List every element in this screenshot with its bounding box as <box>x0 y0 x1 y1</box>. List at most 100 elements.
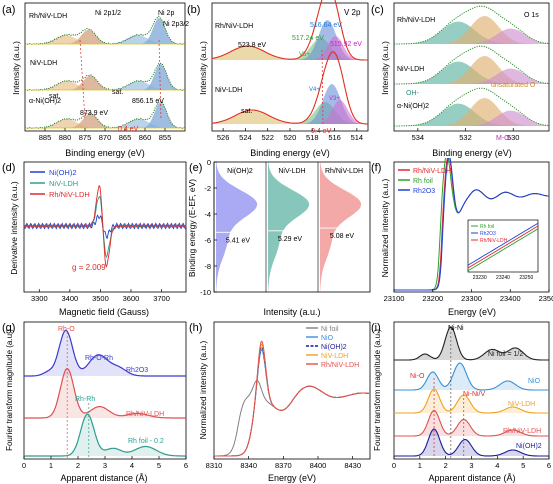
y-axis-label: Fourier transform magnitude (a.u.) <box>5 329 14 451</box>
fft-line <box>394 362 549 391</box>
x-tick-label: 1 <box>418 461 422 470</box>
series-label: Rh/NiV-LDH <box>215 23 253 30</box>
fit-peak <box>25 80 185 90</box>
fit-peak <box>25 64 185 90</box>
annotation-v4: V4+ <box>309 87 320 93</box>
fit-peak <box>212 46 368 60</box>
series-label: NiO <box>528 378 541 385</box>
x-axis-label: Apparent distance (Å) <box>60 473 147 483</box>
y-axis-label: Intensity (a.u.) <box>198 41 208 95</box>
x-axis-label: Energy (eV) <box>268 473 316 483</box>
x-tick-label: 3600 <box>123 294 140 303</box>
spectra-d <box>23 184 187 268</box>
inset-line <box>467 228 539 272</box>
spectra-g <box>24 329 186 458</box>
x-tick-label: 2 <box>76 461 80 470</box>
x-ticks-d: 3300 3400 3500 3600 3700 <box>31 289 170 303</box>
fit-peak <box>212 100 368 124</box>
series-label: NiV-LDH <box>397 66 424 73</box>
annotation-shift: 0.4 eV <box>311 128 332 135</box>
annotation-mo: M-O <box>496 135 510 142</box>
spectrum-line <box>24 62 186 91</box>
annotation-energy: 516.64 eV <box>310 22 342 29</box>
fit-peak <box>394 68 549 84</box>
series-label: NiV-LDH <box>508 401 535 408</box>
x-tick-label: 3400 <box>62 294 79 303</box>
annotation-sat: sat. <box>241 108 252 115</box>
dos-areas: Ni(OH)2 5.41 eV NiV-LDH 5.29 eV Rh/NiV-LDH 5.… <box>213 162 368 292</box>
fft-fill <box>24 368 186 418</box>
annotation-oh: OH- <box>406 90 420 97</box>
fit-peak <box>394 56 549 84</box>
fit-peak <box>25 118 185 128</box>
annotation-sat: sat. <box>112 89 123 96</box>
fft-line <box>24 413 186 457</box>
dos-area <box>268 162 310 292</box>
annotation-shift: 0.4 eV <box>118 126 139 133</box>
legend-label: Rh/NiV-LDH <box>413 168 451 175</box>
x-ticks-c: 534 532 530 <box>412 128 520 142</box>
spectrum-line <box>211 0 368 61</box>
x-tick-label: 0 <box>22 461 26 470</box>
x-axis-label: Magnetic field (Gauss) <box>59 307 149 317</box>
y-tick-label: -4 <box>204 210 211 219</box>
x-tick-label: 520 <box>284 133 297 142</box>
annotation-ni2p32: Ni 2p3/2 <box>163 21 189 28</box>
fft-line <box>394 428 549 457</box>
fft-fill <box>394 389 549 413</box>
series-label: Rh/NiV-LDH <box>29 13 67 20</box>
y-axis-label: Intensity (a.u.) <box>380 41 390 95</box>
x-tick-label: 885 <box>39 133 52 142</box>
y-tick-label: -10 <box>200 288 211 297</box>
x-axis-label: Binding energy (eV) <box>432 148 512 158</box>
inset-legend-label: Rh foil <box>480 224 494 230</box>
x-ticks-g: 0 1 2 3 4 5 6 <box>22 456 188 470</box>
spectrum-line <box>214 380 371 457</box>
series-label: Rh/NiV-LDH <box>126 411 164 418</box>
annotation-ninv: Ni-Ni/V <box>463 391 485 398</box>
x-tick-label: 526 <box>217 133 230 142</box>
x-tick-label: 516 <box>328 133 341 142</box>
x-ticks-i: 0 1 2 3 4 5 6 <box>392 456 551 470</box>
x-tick-label: 8370 <box>275 461 292 470</box>
x-tick-label: 8310 <box>206 461 223 470</box>
x-tick-label: 5 <box>157 461 161 470</box>
spectrum-line <box>24 100 186 129</box>
dos-area <box>320 162 362 292</box>
x-ticks-f: 23100 23200 23300 23400 23500 <box>384 289 553 303</box>
spectrum-line <box>23 184 187 268</box>
panel-label: (d) <box>2 162 15 174</box>
category-label: NiV-LDH <box>278 168 305 175</box>
spectra-i <box>394 326 549 458</box>
fit-peak <box>212 84 368 124</box>
x-tick-label: 8430 <box>344 461 361 470</box>
x-tick-label: 514 <box>351 133 364 142</box>
fft-fill <box>394 363 549 390</box>
spectra-f <box>394 158 550 291</box>
annotation-nio: Ni-O <box>410 373 425 380</box>
fit-peak <box>25 18 185 44</box>
annotation-v5: V5+ <box>299 52 310 58</box>
annotation-rhorh: Rh-O-Rh <box>85 355 113 362</box>
legend-label: Rh/NiV-LDH <box>321 362 359 369</box>
annotation-ni2p12: Ni 2p1/2 <box>95 10 121 17</box>
x-tick-label: 0 <box>392 461 396 470</box>
legend-label: Rh foil <box>413 178 433 185</box>
legend: Ni(OH)2 NiV-LDH Rh/NiV-LDH <box>30 168 90 199</box>
value-label: 5.08 eV <box>330 233 354 240</box>
category-label: Ni(OH)2 <box>227 168 253 175</box>
x-tick-label: 870 <box>99 133 112 142</box>
annotation-unsat: unsaturated O <box>491 82 536 89</box>
fft-fill <box>24 330 186 376</box>
inset-tick-label: 23250 <box>519 275 533 281</box>
inset-legend-label: Rh/NiV-LDH <box>480 238 508 244</box>
y-axis-label: Binding energy (E-EF, eV) <box>187 179 197 277</box>
x-tick-label: 23500 <box>539 294 553 303</box>
chart-panel-h: (h) 8310 8340 8370 8400 8430 Energy (eV) Nor… <box>189 321 371 483</box>
annotation-energy: 856.15 eV <box>132 98 164 105</box>
x-tick-label: 530 <box>507 133 520 142</box>
x-ticks-b: 526 524 522 520 518 516 514 <box>217 128 363 142</box>
x-axis-label: Energy (eV) <box>448 307 496 317</box>
annotation-sat: sat. <box>49 93 60 100</box>
